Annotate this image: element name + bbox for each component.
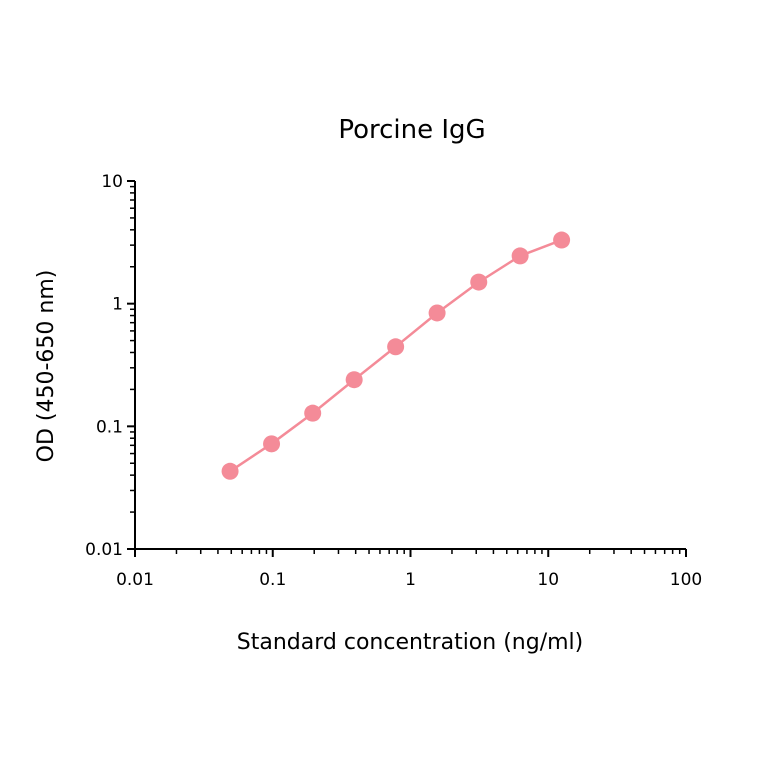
x-tick-label: 0.1	[259, 570, 286, 590]
data-point	[553, 231, 571, 249]
x-axis-label: Standard concentration (ng/ml)	[237, 630, 583, 655]
x-tick-label: 100	[670, 570, 702, 590]
y-tick-label: 0.01	[85, 540, 123, 560]
data-point	[511, 247, 529, 265]
x-tick-label: 0.01	[116, 570, 154, 590]
data-point	[345, 371, 363, 389]
data-point	[470, 273, 488, 291]
data-point	[304, 404, 322, 422]
y-tick-label: 10	[101, 172, 123, 192]
data-point	[263, 435, 281, 453]
data-point	[221, 462, 239, 480]
chart-title: Porcine IgG	[338, 115, 485, 145]
data-point	[428, 304, 446, 322]
y-tick-label: 0.1	[96, 417, 123, 437]
data-point	[387, 338, 405, 356]
plot-area	[221, 231, 571, 480]
series-line	[229, 238, 563, 473]
y-axis-label: OD (450-650 nm)	[34, 270, 59, 463]
axes: 0.01 0.1 1 10 100 0.01 0.1 1 10	[85, 172, 702, 590]
y-tick-label: 1	[112, 295, 123, 315]
x-tick-label: 1	[405, 570, 416, 590]
x-tick-label: 10	[537, 570, 559, 590]
